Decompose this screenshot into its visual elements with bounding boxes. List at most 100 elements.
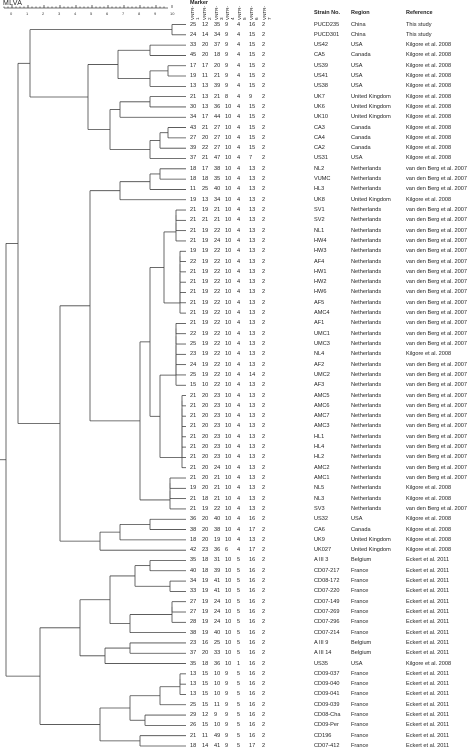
region-cell: Netherlands [351,330,382,337]
marker-value: 15 [249,83,256,90]
strain-cell: US38 [314,83,328,90]
marker-value: 10 [225,485,232,492]
marker-value: 4 [237,547,241,554]
region-cell: United Kingdom [351,93,391,100]
strain-cell: AF2 [314,361,325,368]
reference-cell: Eckert et al. 2011 [406,598,450,605]
marker-value: 19 [202,361,209,368]
marker-value: 10 [225,279,232,286]
marker-value: 39 [214,567,221,574]
marker-value: 21 [190,392,197,399]
marker-value: 15 [249,134,256,141]
marker-value: 10 [225,516,232,523]
marker-value: 2 [262,227,266,234]
marker-value: 2 [262,392,266,399]
region-cell: USA [351,660,363,667]
marker-value: 13 [249,505,256,512]
marker-value: 4 [237,145,241,152]
marker-value: 10 [225,248,232,255]
marker-value: 4 [237,320,241,327]
strain-cell: AMC2 [314,464,330,471]
marker-value: 13 [249,351,256,358]
marker-value: 4 [237,52,241,59]
marker-value: 16 [249,681,256,688]
region-cell: Canada [351,526,371,533]
region-cell: France [351,598,369,605]
strain-cell: CD07-217 [314,567,340,574]
reference-cell: van den Berg et al. 2007 [406,165,467,172]
reference-cell: Kilgore et al. 2008 [406,114,452,121]
strain-cell: VUMC [314,176,331,183]
reference-cell: van den Berg et al. 2007 [406,207,467,214]
marker-value: 10 [225,268,232,275]
region-cell: Netherlands [351,413,382,420]
marker-value: 10 [225,650,232,657]
marker-value: 14 [202,743,209,749]
marker-value: 4 [237,433,241,440]
marker-value: 15 [249,73,256,80]
marker-value: 9 [225,681,229,688]
marker-value: 16 [249,701,256,708]
reference-cell: Kilgore et al. 2008 [406,124,452,131]
marker-value: 21 [190,237,197,244]
region-cell: France [351,609,369,615]
marker-value: 35 [190,660,197,667]
marker-value: 15 [202,722,209,729]
marker-value: 21 [190,495,197,502]
reference-cell: Kilgore et al. 2008 [406,351,452,358]
marker-value: 20 [202,516,209,523]
marker-value: 13 [249,279,256,286]
marker-value: 43 [190,124,197,131]
strain-cell: CA4 [314,134,325,141]
reference-cell: van den Berg et al. 2007 [406,371,467,378]
marker-value: 4 [237,176,241,183]
region-cell: Netherlands [351,279,382,286]
region-cell: Netherlands [351,299,382,306]
strain-cell: UK6 [314,103,325,110]
reference-cell: van den Berg et al. 2007 [406,392,467,399]
strain-cell: US31 [314,155,328,162]
marker-value: 49 [214,732,221,739]
region-cell: USA [351,42,363,49]
marker-value: 13 [249,495,256,502]
strain-cell: UK7 [314,93,325,100]
marker-value: 16 [249,670,256,677]
marker-value: 24 [214,619,221,626]
marker-value: 10 [225,629,232,636]
marker-value: 10 [225,609,232,615]
reference-cell: van den Berg et al. 2007 [406,454,467,461]
reference-cell: Kilgore et al. 2008 [406,145,452,152]
marker-value: 4 [237,258,241,265]
marker-value: 4 [237,382,241,389]
reference-cell: van den Berg et al. 2007 [406,310,467,317]
strain-cell: SV2 [314,217,325,224]
marker-value: 14 [202,31,209,38]
marker-value: 22 [214,268,221,275]
marker-value: 22 [214,361,221,368]
marker-value: 17 [249,526,256,533]
marker-value: 2 [262,279,266,286]
marker-value: 19 [202,588,209,595]
region-cell: USA [351,155,363,162]
strain-cell: NL4 [314,351,325,358]
strain-cell: NL2 [314,165,325,172]
marker-value: 47 [214,155,221,162]
marker-value: 13 [202,103,209,110]
marker-value: 20 [202,485,209,492]
strain-cell: CD07-296 [314,619,340,626]
marker-value: 21 [190,268,197,275]
marker-value: 2 [262,330,266,337]
marker-value: 34 [214,196,221,203]
region-cell: Netherlands [351,268,382,275]
region-cell: Belgium [351,557,372,564]
marker-value: 10 [214,681,221,688]
marker-value: 4 [237,155,241,162]
marker-value: 10 [225,598,232,605]
region-cell: France [351,588,369,595]
marker-value: 23 [190,639,197,646]
region-cell: Netherlands [351,320,382,327]
marker-value: 13 [249,258,256,265]
region-cell: Netherlands [351,464,382,471]
region-cell: Belgium [351,650,372,657]
region-cell: Netherlands [351,217,382,224]
